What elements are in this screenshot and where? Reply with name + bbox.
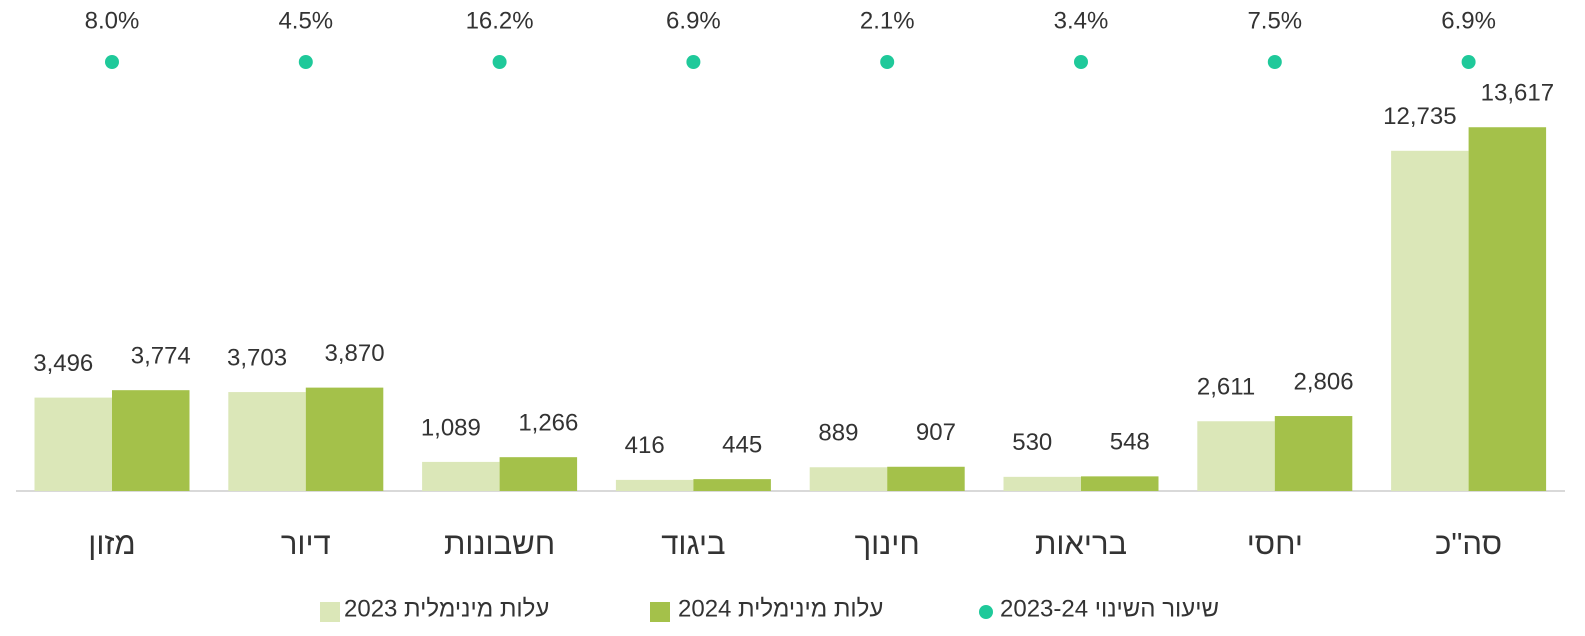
legend-marker <box>320 602 340 622</box>
change-dot <box>1074 55 1088 69</box>
data-label: 907 <box>916 419 956 446</box>
change-dot <box>686 55 701 69</box>
change-dot <box>880 55 895 69</box>
bar <box>422 461 500 491</box>
x-tick-label: ביגוד <box>661 526 725 561</box>
change-label: 7.5% <box>1247 7 1302 34</box>
change-label: 8.0% <box>85 7 140 34</box>
bar <box>809 467 888 491</box>
bar <box>1391 150 1469 491</box>
data-label: 1,266 <box>518 410 578 437</box>
data-label: 2,806 <box>1294 368 1354 395</box>
bar <box>615 479 694 491</box>
data-label: 548 <box>1110 429 1150 456</box>
x-tick-label: חינוך <box>855 526 920 561</box>
x-tick-label: בריאות <box>1035 526 1127 561</box>
bar <box>887 466 965 491</box>
data-label: 13,617 <box>1481 80 1554 107</box>
legend-marker <box>979 605 993 619</box>
legend-label: עלות מינימלית 2023 <box>344 595 549 622</box>
x-tick-label: יחסי <box>1247 526 1303 561</box>
legend-marker <box>650 602 670 622</box>
change-label: 3.4% <box>1054 7 1109 34</box>
bar <box>1081 476 1159 491</box>
change-label: 4.5% <box>278 7 333 34</box>
data-label: 2,611 <box>1197 374 1255 401</box>
bar <box>499 457 578 491</box>
data-label: 3,774 <box>131 343 191 370</box>
data-label: 416 <box>625 432 665 459</box>
change-dot <box>298 55 313 69</box>
bar <box>305 387 384 491</box>
x-tick-label: סה"כ <box>1435 526 1502 561</box>
change-dot <box>1461 55 1476 69</box>
bar <box>228 392 306 491</box>
x-tick-label: דיור <box>281 526 331 561</box>
bar <box>693 479 771 491</box>
change-label: 2.1% <box>860 7 915 34</box>
change-dot <box>105 55 119 69</box>
data-label: 445 <box>722 431 762 458</box>
change-dot <box>492 55 507 69</box>
bar <box>1003 476 1081 491</box>
bar <box>112 390 190 491</box>
change-label: 6.9% <box>1441 7 1496 34</box>
bar <box>1468 127 1547 492</box>
change-label: 16.2% <box>466 7 534 34</box>
bar <box>1197 421 1275 491</box>
data-label: 3,703 <box>227 344 287 371</box>
data-label: 12,735 <box>1383 103 1456 130</box>
data-label: 1,089 <box>421 414 481 441</box>
change-dot <box>1267 55 1282 69</box>
data-label: 3,496 <box>33 350 93 377</box>
change-label: 6.9% <box>666 7 721 34</box>
bar <box>1274 416 1353 491</box>
data-label: 3,870 <box>325 340 385 367</box>
x-tick-label: מזון <box>88 526 135 561</box>
data-label: 889 <box>818 420 858 447</box>
data-label: 530 <box>1012 429 1052 456</box>
legend-label: שיעור השינוי 2023-24 <box>1000 595 1219 622</box>
x-tick-label: חשבונות <box>444 526 555 561</box>
bar <box>34 397 112 491</box>
legend-label: עלות מינימלית 2024 <box>678 595 883 622</box>
